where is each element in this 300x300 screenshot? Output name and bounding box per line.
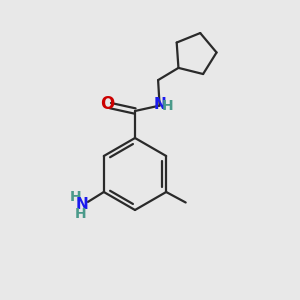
Text: H: H [75, 208, 86, 221]
Text: O: O [100, 95, 114, 113]
Text: H: H [162, 99, 174, 112]
Text: N: N [154, 97, 167, 112]
Text: N: N [76, 197, 88, 212]
Text: H: H [70, 190, 82, 204]
